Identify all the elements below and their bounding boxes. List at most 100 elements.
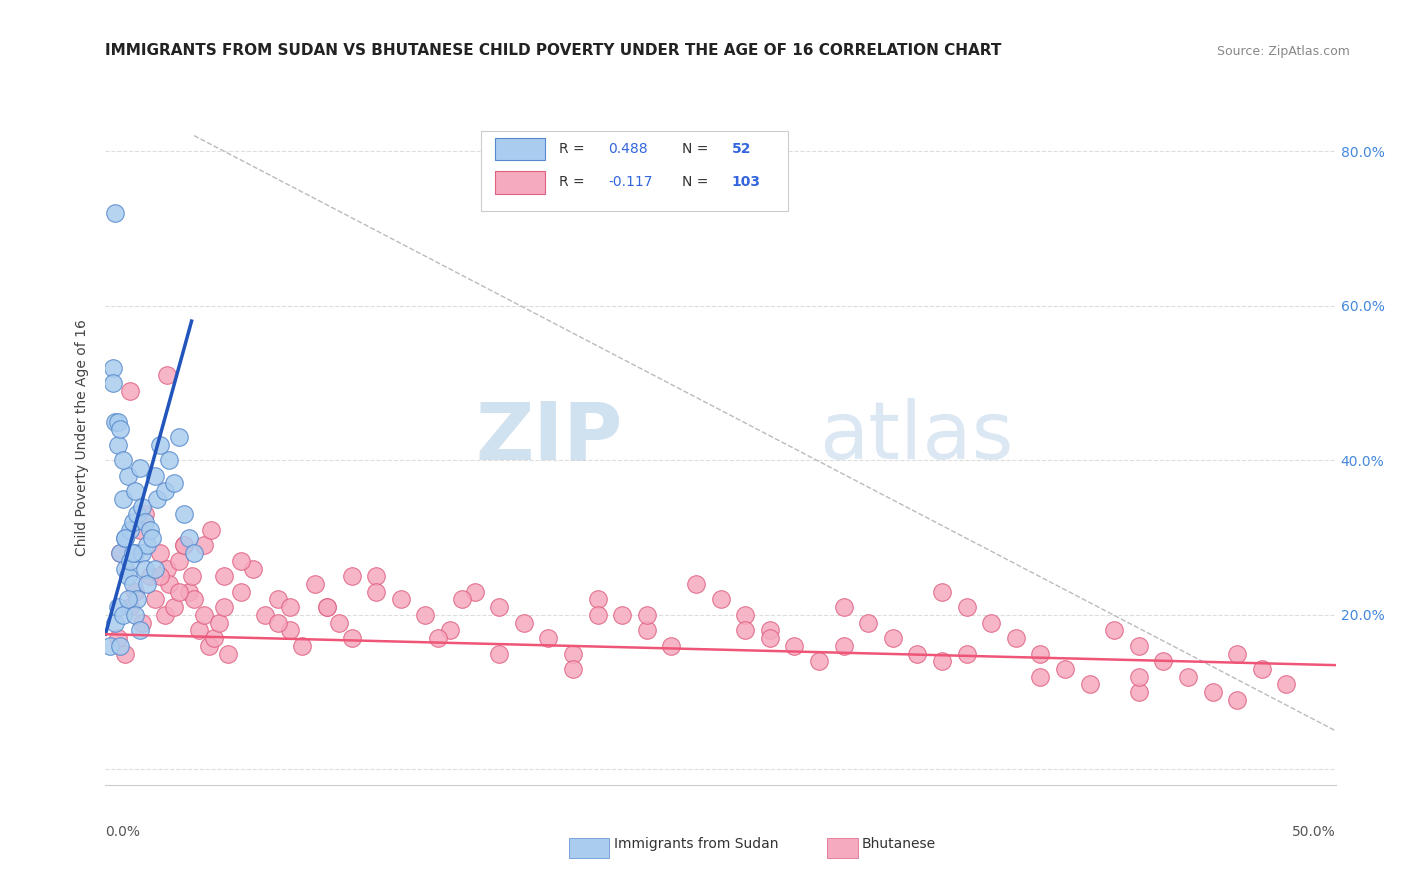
Point — [114, 647, 136, 661]
Point — [146, 491, 169, 506]
Text: N =: N = — [682, 142, 713, 156]
Point — [183, 592, 205, 607]
Point — [451, 592, 474, 607]
Point — [120, 384, 141, 398]
Point — [1054, 662, 1077, 676]
Point — [212, 569, 235, 583]
Point — [131, 546, 153, 560]
Point — [340, 631, 363, 645]
Point — [193, 538, 215, 552]
Point — [107, 600, 129, 615]
Point — [180, 569, 202, 583]
Text: Bhutanese: Bhutanese — [862, 837, 936, 851]
Point — [858, 615, 880, 630]
Point — [110, 639, 132, 653]
Point — [138, 523, 162, 537]
Point — [134, 561, 156, 575]
Point — [179, 531, 201, 545]
Point — [562, 647, 585, 661]
Point — [464, 584, 486, 599]
Text: R =: R = — [560, 176, 589, 189]
Text: 52: 52 — [731, 142, 751, 156]
Point — [127, 508, 149, 522]
Text: 0.488: 0.488 — [609, 142, 648, 156]
Point — [117, 592, 139, 607]
Point — [188, 624, 211, 638]
FancyBboxPatch shape — [495, 171, 544, 194]
Point — [149, 546, 172, 560]
Point — [1128, 685, 1150, 699]
Point — [340, 569, 363, 583]
Point — [156, 561, 179, 575]
Point — [315, 600, 337, 615]
Point — [980, 615, 1002, 630]
Point — [143, 592, 166, 607]
Point — [129, 523, 152, 537]
Point — [807, 654, 830, 668]
Point — [143, 468, 166, 483]
Point — [169, 430, 191, 444]
Point — [710, 592, 733, 607]
Point — [1102, 624, 1125, 638]
Point — [169, 584, 191, 599]
Point — [179, 584, 201, 599]
Point — [127, 592, 149, 607]
Point — [173, 538, 195, 552]
Point — [278, 624, 301, 638]
Point — [759, 624, 782, 638]
Point — [124, 584, 146, 599]
Point — [129, 624, 152, 638]
Point — [131, 615, 153, 630]
Point — [1029, 647, 1052, 661]
Point — [173, 538, 195, 552]
Text: N =: N = — [682, 176, 713, 189]
Point — [1177, 670, 1199, 684]
Point — [114, 561, 136, 575]
Point — [218, 647, 240, 661]
Point — [956, 600, 979, 615]
Point — [586, 607, 609, 622]
Point — [328, 615, 350, 630]
Point — [1029, 670, 1052, 684]
Y-axis label: Child Poverty Under the Age of 16: Child Poverty Under the Age of 16 — [76, 318, 90, 556]
Point — [366, 569, 388, 583]
Point — [111, 453, 134, 467]
Point — [610, 607, 633, 622]
Point — [1202, 685, 1225, 699]
Point — [439, 624, 461, 638]
Point — [98, 639, 122, 653]
Point — [636, 624, 658, 638]
Point — [267, 592, 290, 607]
Point — [121, 577, 143, 591]
Point — [1004, 631, 1026, 645]
Point — [783, 639, 806, 653]
Point — [685, 577, 707, 591]
Point — [1128, 670, 1150, 684]
Point — [138, 569, 162, 583]
Point — [208, 615, 231, 630]
Point — [193, 607, 215, 622]
Point — [136, 577, 159, 591]
Point — [882, 631, 904, 645]
Point — [149, 569, 172, 583]
Point — [124, 607, 146, 622]
Point — [304, 577, 326, 591]
Point — [488, 647, 510, 661]
Point — [212, 600, 235, 615]
Point — [110, 422, 132, 436]
Point — [1078, 677, 1101, 691]
Point — [1275, 677, 1298, 691]
Point — [759, 631, 782, 645]
Point — [117, 468, 139, 483]
Point — [254, 607, 277, 622]
Point — [197, 639, 221, 653]
Point — [366, 584, 388, 599]
Point — [832, 600, 855, 615]
FancyBboxPatch shape — [495, 138, 544, 161]
Point — [101, 376, 124, 390]
Point — [1128, 639, 1150, 653]
Point — [153, 484, 176, 499]
Point — [389, 592, 412, 607]
Point — [104, 615, 127, 630]
Point — [120, 600, 141, 615]
